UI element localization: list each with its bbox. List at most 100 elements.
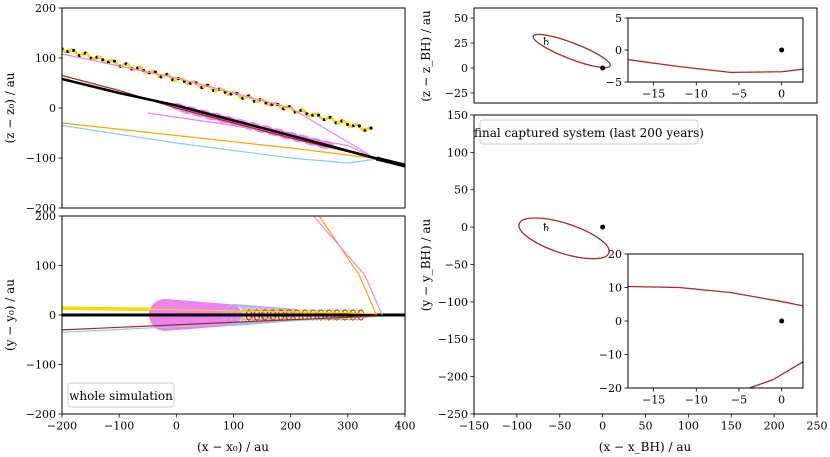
yticks-top-right: −25 0 25 50: [445, 12, 474, 100]
ytick-tr-ticklabel: −25: [445, 87, 468, 100]
panel-top-right: −25 0 25 50 (z − z_BH) / au ♄ −15 −10 −5 0 −5 0 5: [419, 7, 818, 104]
series-group-top-right: [532, 33, 611, 71]
ytick-bri-ticklabel: 0: [615, 315, 622, 328]
ylabel-top-right: (z − z_BH) / au: [419, 10, 433, 102]
inset-line-bottom-0: [628, 285, 803, 307]
ytick-tr-ticklabel: 50: [454, 12, 468, 25]
track-dot: [85, 52, 89, 56]
saturn-marker-bottom: ♄: [541, 221, 551, 234]
ticks-bottom-right-inset: −15 −10 −5 0 −20 −10 0 10 20: [599, 248, 785, 407]
ytick-tl-ticklabel: −200: [26, 202, 56, 215]
series-line-skyblue: [62, 315, 377, 333]
panel-bottom-left: −200 −100 0 100 200 300 400 −200 −100 0 100 200 (y…: [3, 210, 416, 454]
track-dot: [357, 124, 361, 128]
ytick-bri-ticklabel: −20: [599, 382, 622, 395]
ytick-tri-ticklabel: 0: [615, 44, 622, 57]
xtick-bl-ticklabel: 400: [395, 420, 416, 433]
xtick-br-ticklabel: 0: [599, 420, 606, 433]
bh-point-inset: [779, 47, 785, 53]
xtick-bl-ticklabel: 0: [173, 420, 180, 433]
xtick-bri-ticklabel: −10: [685, 394, 708, 407]
yticks-top-left: −200 −100 0 100 200: [26, 2, 62, 215]
ytick-br-ticklabel: 100: [447, 146, 468, 159]
ytick-br-ticklabel: −100: [438, 296, 468, 309]
xtick-bl-ticklabel: −200: [47, 420, 77, 433]
track-dot: [87, 54, 91, 58]
track-dot: [99, 56, 103, 60]
xtick-br-ticklabel: −150: [459, 420, 489, 433]
ylabel-top-left: (z − z₀) / au: [3, 72, 17, 143]
series-group-top-right-inset: [628, 47, 803, 74]
ylabel-bottom-left: (y − y₀) / au: [3, 279, 17, 351]
track-dot: [126, 63, 130, 67]
series-line-violet: [313, 216, 383, 316]
panel-bottom-right: −150 −100 −50 0 50 100 150 200 250 −250−200−150−…: [419, 109, 828, 454]
ytick-br-ticklabel: −250: [438, 408, 468, 421]
xtick-bri-ticklabel: −5: [731, 394, 747, 407]
track-dot: [101, 58, 105, 62]
track-dot: [369, 126, 373, 130]
ytick-bl-ticklabel: 100: [35, 259, 56, 272]
ytick-tl-ticklabel: 200: [35, 2, 56, 15]
legend-box: [479, 119, 699, 145]
bh-point: [600, 65, 606, 71]
annotation-text: whole simulation: [69, 389, 173, 403]
ytick-bri-ticklabel: 20: [608, 248, 622, 261]
ytick-tri-ticklabel: −5: [606, 76, 622, 89]
series-group-bottom-left: [62, 216, 405, 333]
bh-point-inset: [779, 318, 785, 324]
dense-tracks-top-left: [62, 47, 373, 149]
series-line-orange: [62, 122, 377, 160]
xtick-br-ticklabel: 200: [764, 420, 785, 433]
xtick-br-ticklabel: 50: [639, 420, 653, 433]
ytick-bl-ticklabel: −100: [26, 358, 56, 371]
series-line-brown: [62, 74, 377, 160]
series-line-orange: [318, 216, 377, 316]
xtick-br-ticklabel: 150: [721, 420, 742, 433]
xtick-br-ticklabel: −50: [548, 420, 571, 433]
orbit-top-right: [532, 33, 611, 69]
inset-line-top: [628, 58, 803, 74]
track-dot: [72, 48, 76, 53]
legend-text: final captured system (last 200 years): [474, 126, 704, 140]
track-dot: [74, 51, 78, 55]
series-line-black-end: [375, 156, 405, 168]
orbit-bottom-right: [518, 217, 610, 260]
ytick-tl-ticklabel: 0: [49, 102, 56, 115]
track-dot: [303, 110, 307, 114]
xtick-br-ticklabel: 250: [807, 420, 828, 433]
ytick-bri-ticklabel: −10: [599, 348, 622, 361]
saturn-marker-top: ♄: [541, 35, 551, 48]
xtick-bl-ticklabel: 100: [223, 420, 244, 433]
xtick-bl-ticklabel: −100: [104, 420, 134, 433]
series-group-bottom-right-inset: [628, 285, 803, 388]
xtick-bl-ticklabel: 200: [280, 420, 301, 433]
ytick-tr-ticklabel: 25: [454, 37, 468, 50]
ytick-tr-ticklabel: 0: [461, 62, 468, 75]
ytick-tl-ticklabel: −100: [26, 152, 56, 165]
xlabel-bottom-right: (x − x_BH) / au: [599, 440, 692, 454]
ytick-br-ticklabel: −200: [438, 371, 468, 384]
series-line-skyblue: [62, 124, 377, 164]
xtick-tri-ticklabel: −10: [685, 88, 708, 101]
track-dot: [344, 120, 348, 125]
xtick-bri-ticklabel: 0: [778, 394, 785, 407]
ytick-tri-ticklabel: 5: [615, 12, 622, 25]
frame-top-right: [473, 7, 818, 104]
ytick-bl-ticklabel: 200: [35, 210, 56, 223]
inset-line-bottom-1: [749, 361, 803, 388]
xtick-bri-ticklabel: −15: [642, 394, 665, 407]
xticks-bottom-right: −150 −100 −50 0 50 100 150 200 250: [459, 414, 828, 433]
ytick-bri-ticklabel: 10: [608, 281, 622, 294]
xtick-br-ticklabel: 100: [678, 420, 699, 433]
panel-top-left: −200 −100 0 100 200 (z − z₀) / au: [3, 2, 406, 215]
xtick-tri-ticklabel: −5: [731, 88, 747, 101]
xtick-br-ticklabel: −100: [502, 420, 532, 433]
ytick-br-ticklabel: 50: [454, 184, 468, 197]
series-line-brown: [62, 315, 377, 331]
frame-top-left: [61, 7, 406, 209]
track-dot: [330, 117, 334, 121]
series-line-gold: [62, 306, 377, 315]
lines-bottom-left: [62, 216, 405, 333]
